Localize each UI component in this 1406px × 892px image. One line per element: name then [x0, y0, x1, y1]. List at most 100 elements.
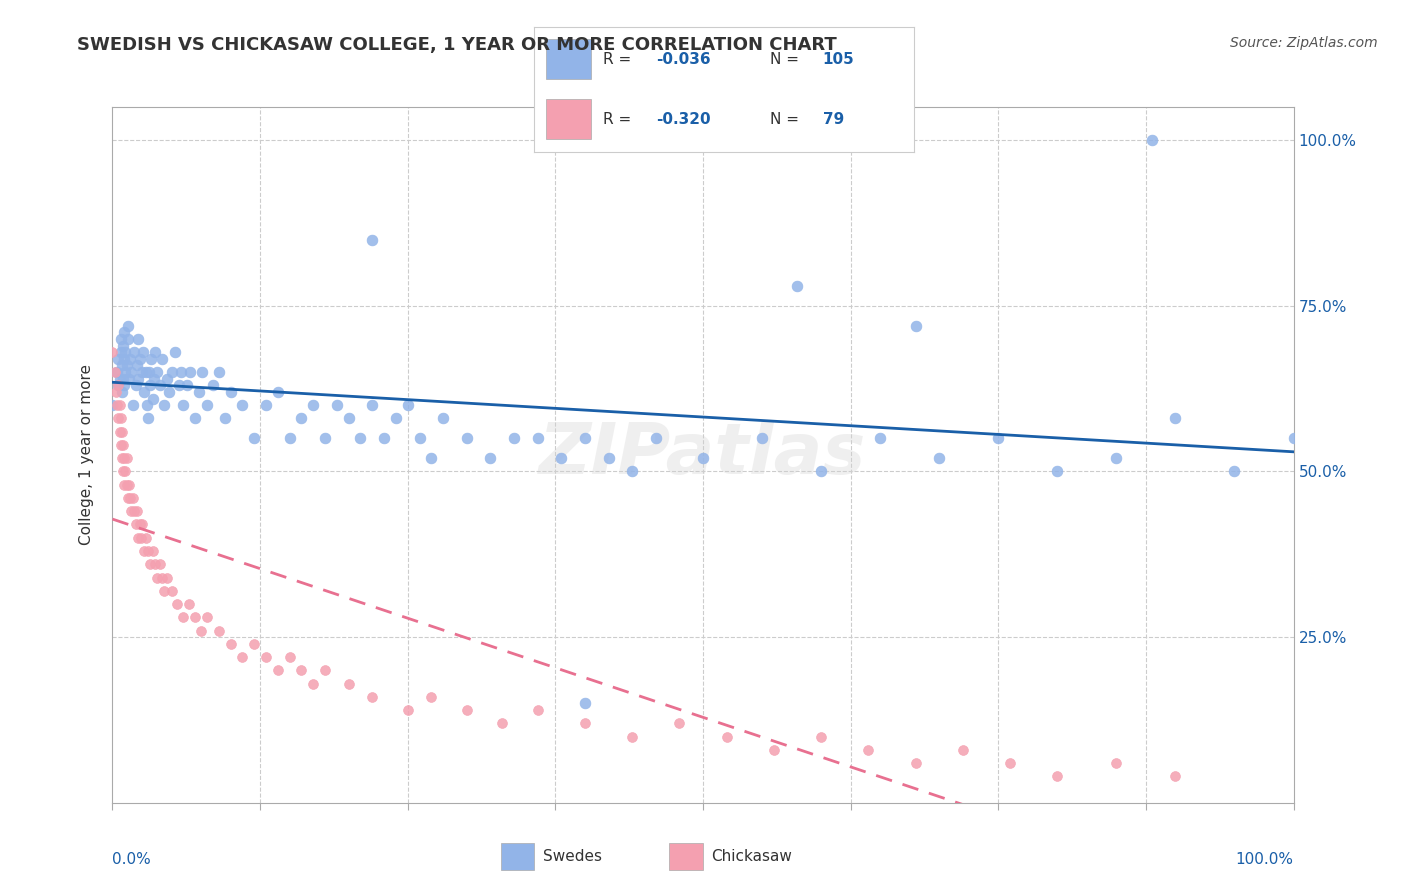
Point	[267, 384, 290, 399]
Text: 105: 105	[823, 52, 855, 67]
Point	[278, 650, 301, 665]
Point	[219, 384, 242, 399]
Point	[191, 365, 214, 379]
Point	[396, 398, 419, 412]
Point	[141, 351, 163, 366]
Point	[172, 398, 194, 412]
Text: N =: N =	[769, 52, 803, 67]
Point	[114, 465, 136, 479]
Text: Chickasaw: Chickasaw	[711, 849, 793, 863]
Point	[108, 425, 131, 439]
Point	[179, 597, 201, 611]
Point	[115, 477, 138, 491]
Point	[127, 359, 149, 373]
Point	[117, 491, 139, 505]
Point	[179, 365, 201, 379]
Point	[190, 624, 212, 638]
Point	[135, 531, 157, 545]
Point	[115, 359, 138, 373]
Point	[503, 431, 526, 445]
Point	[385, 411, 408, 425]
Point	[108, 398, 131, 412]
Point	[243, 637, 266, 651]
Point	[184, 411, 207, 425]
Point	[526, 431, 548, 445]
Point	[132, 345, 155, 359]
Point	[150, 570, 173, 584]
Point	[156, 570, 179, 584]
FancyBboxPatch shape	[546, 99, 591, 139]
Point	[869, 431, 891, 445]
Point	[111, 425, 134, 439]
Point	[1282, 431, 1305, 445]
Point	[118, 477, 141, 491]
Point	[134, 544, 156, 558]
Point	[127, 531, 149, 545]
Point	[131, 517, 153, 532]
Point	[153, 583, 176, 598]
Point	[165, 345, 187, 359]
Point	[107, 378, 129, 392]
Point	[142, 372, 165, 386]
Point	[361, 233, 384, 247]
Point	[111, 384, 134, 399]
Point	[314, 663, 336, 677]
Point	[149, 558, 172, 572]
Point	[987, 431, 1010, 445]
Point	[121, 398, 143, 412]
Point	[112, 326, 135, 340]
Point	[858, 743, 880, 757]
Point	[349, 431, 371, 445]
Point	[420, 690, 443, 704]
Point	[278, 431, 301, 445]
Point	[138, 365, 160, 379]
Point	[998, 756, 1021, 770]
FancyBboxPatch shape	[546, 39, 591, 79]
Point	[120, 504, 142, 518]
Point	[120, 365, 142, 379]
Point	[112, 451, 135, 466]
Text: 100.0%: 100.0%	[1236, 852, 1294, 866]
Point	[125, 517, 148, 532]
Point	[396, 703, 419, 717]
Point	[786, 279, 808, 293]
Point	[231, 398, 253, 412]
Point	[456, 431, 478, 445]
Point	[644, 431, 666, 445]
Point	[952, 743, 974, 757]
Point	[122, 345, 145, 359]
Point	[290, 663, 312, 677]
Point	[139, 558, 162, 572]
Point	[105, 365, 128, 379]
Point	[195, 610, 218, 624]
Point	[361, 690, 384, 704]
Text: Swedes: Swedes	[543, 849, 602, 863]
Point	[420, 451, 443, 466]
Point	[112, 378, 135, 392]
Point	[127, 504, 149, 518]
Point	[160, 365, 183, 379]
Point	[110, 438, 132, 452]
Point	[120, 351, 142, 366]
Point	[107, 351, 129, 366]
Point	[208, 365, 231, 379]
Point	[135, 398, 157, 412]
Point	[142, 392, 165, 406]
Point	[101, 398, 124, 412]
Point	[115, 451, 138, 466]
Point	[432, 411, 454, 425]
Point	[231, 650, 253, 665]
Point	[121, 491, 143, 505]
Point	[326, 398, 349, 412]
Point	[214, 411, 236, 425]
Point	[810, 730, 832, 744]
Point	[166, 597, 188, 611]
Point	[112, 438, 135, 452]
Point	[112, 372, 135, 386]
Point	[904, 756, 927, 770]
Point	[150, 351, 173, 366]
Point	[131, 365, 153, 379]
Point	[810, 465, 832, 479]
Point	[112, 477, 135, 491]
Point	[136, 411, 159, 425]
